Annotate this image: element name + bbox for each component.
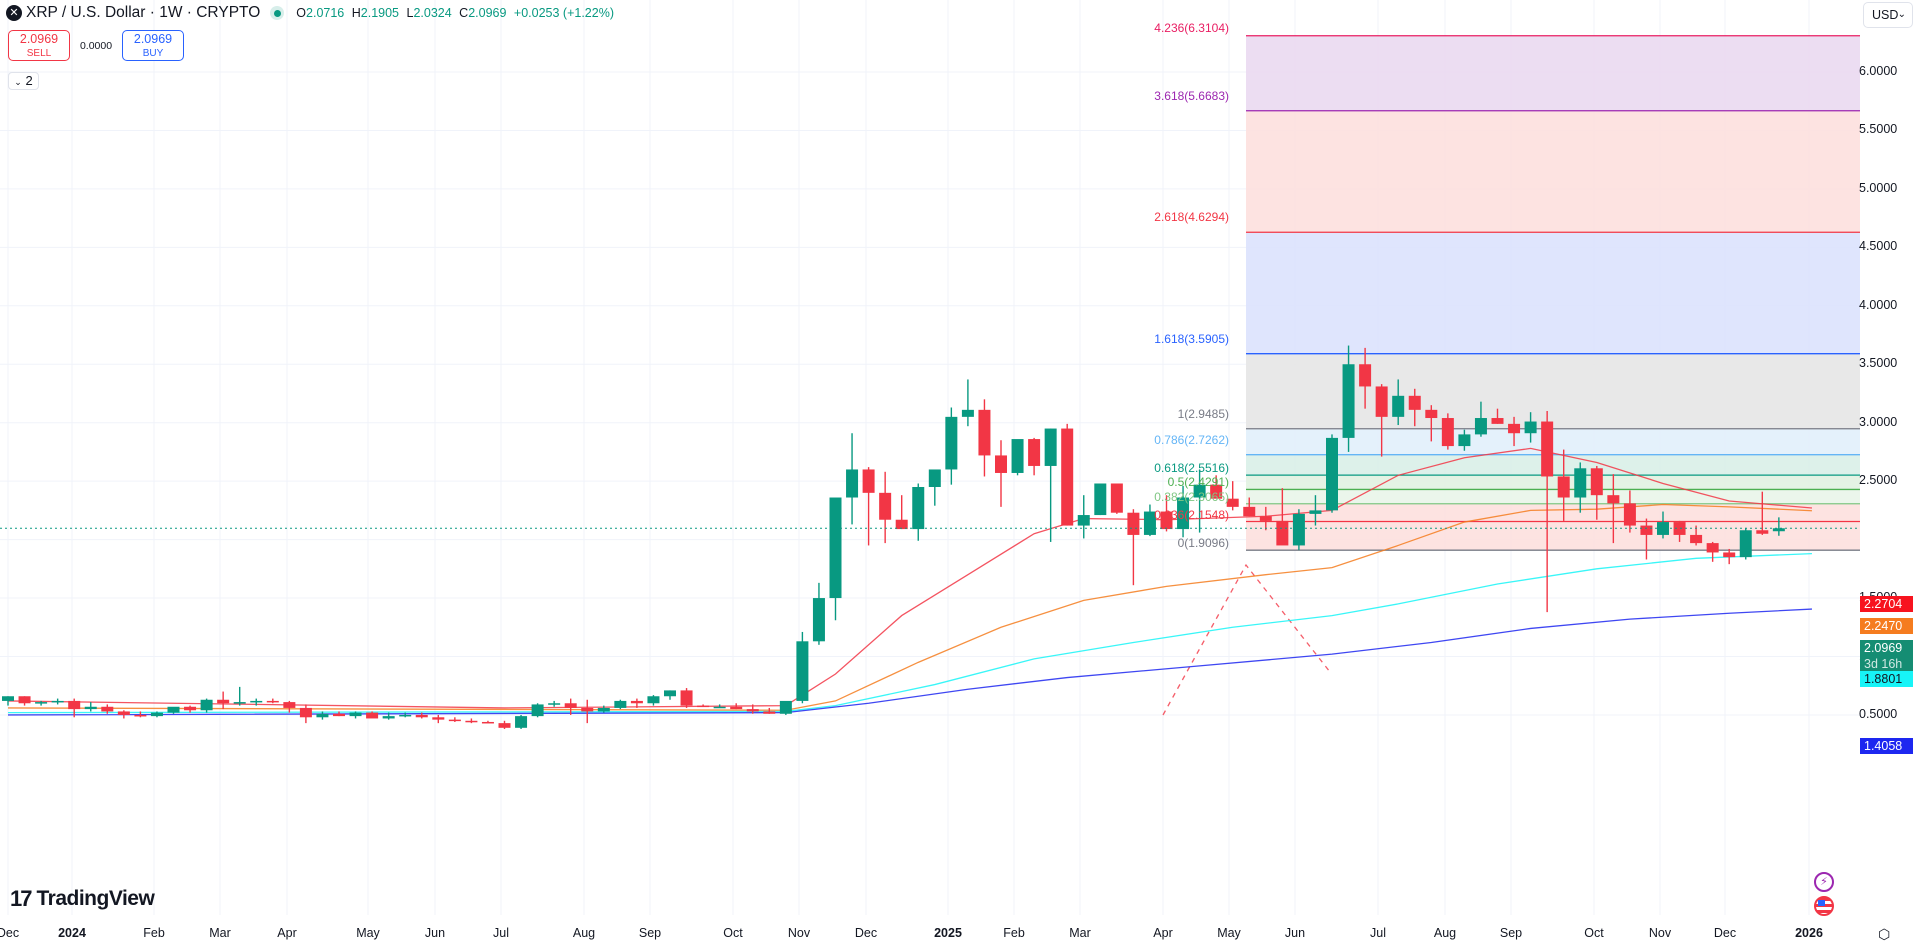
- time-tick: Jun: [1284, 926, 1306, 940]
- xrp-logo-icon[interactable]: ✕: [6, 5, 22, 21]
- time-tick: 2024: [58, 926, 86, 940]
- fib-level-label: 0.5(2.4291): [1167, 475, 1229, 490]
- time-tick: 2025: [934, 926, 962, 940]
- time-tick: Sep: [1499, 926, 1523, 940]
- fib-level-label: 0.236(2.1548): [1154, 507, 1229, 522]
- time-tick: Jul: [1370, 926, 1386, 940]
- price-tick: 6.0000: [1859, 64, 1898, 78]
- price-tick: 4.0000: [1859, 297, 1898, 312]
- time-tick: Apr: [277, 926, 297, 940]
- price-tag: 1.8801: [1860, 671, 1913, 687]
- price-tag: 1.4058: [1860, 738, 1913, 754]
- fib-level-label: 2.618(4.6294): [1154, 210, 1229, 225]
- candlesticks[interactable]: [2, 345, 1785, 729]
- change-value: +0.0253 (+1.22%): [513, 6, 614, 20]
- sell-button[interactable]: 2.0969 SELL: [8, 30, 70, 61]
- time-tick: Oct: [723, 926, 743, 940]
- market-status-icon[interactable]: [270, 6, 285, 20]
- fib-level-label: 0.382(2.3065): [1154, 489, 1229, 504]
- time-tick: Mar: [1069, 926, 1091, 940]
- time-tick: Nov: [787, 926, 811, 940]
- price-tick: 3.5000: [1859, 356, 1898, 371]
- fib-level-label: 0.618(2.5516): [1154, 461, 1229, 476]
- price-tag: 2.2470: [1860, 618, 1913, 634]
- symbol-header: ✕ XRP / U.S. Dollar · 1W · CRYPTO O2.071…: [6, 4, 614, 22]
- fib-level-label: 1.618(3.5905): [1154, 331, 1229, 346]
- low-value: 2.0324: [413, 6, 452, 20]
- time-tick: Nov: [1648, 926, 1672, 940]
- price-tick: 5.5000: [1859, 122, 1898, 137]
- price-tag: 2.2704: [1860, 596, 1913, 612]
- time-tick: Mar: [209, 926, 231, 940]
- time-tick: Oct: [1584, 926, 1604, 940]
- symbol-title[interactable]: XRP / U.S. Dollar · 1W · CRYPTO: [26, 4, 261, 21]
- open-value: 2.0716: [306, 6, 345, 20]
- spread-value: 0.0000: [79, 39, 113, 52]
- ohlc-values: O2.0716 H2.1905 L2.0324 C2.0969 +0.0253 …: [296, 6, 614, 20]
- fib-level-label: 0(1.9096): [1177, 536, 1229, 551]
- time-tick: Aug: [1433, 926, 1457, 940]
- time-tick: Dec: [854, 926, 878, 940]
- price-tag: 2.0969 3d 16h: [1860, 640, 1913, 672]
- high-value: 2.1905: [360, 6, 399, 20]
- time-tick: Aug: [572, 926, 596, 940]
- time-tick: May: [356, 926, 380, 940]
- us-flag-icon[interactable]: [1814, 896, 1834, 916]
- chevron-down-icon: ⌄: [1897, 9, 1906, 20]
- price-tick: 4.5000: [1859, 239, 1898, 254]
- fib-level-label: 3.618(5.6683): [1154, 88, 1229, 103]
- tradingview-logo[interactable]: 17 TradingView: [10, 886, 155, 911]
- time-tick: Apr: [1153, 926, 1173, 940]
- tradingview-mark-icon: 17: [10, 886, 33, 911]
- time-tick: 2026: [1795, 926, 1823, 940]
- indicators-toggle-button[interactable]: ⌄ 2: [8, 72, 39, 90]
- time-tick: Feb: [143, 926, 165, 940]
- trade-panel: 2.0969 SELL 0.0000 2.0969 BUY: [8, 30, 184, 61]
- fib-level-label: 1(2.9485): [1177, 406, 1229, 421]
- chevron-down-icon: ⌄: [14, 77, 22, 87]
- price-tick: 3.0000: [1859, 414, 1898, 429]
- time-tick: Sep: [638, 926, 662, 940]
- time-tick: Jul: [493, 926, 509, 940]
- time-tick: Dec: [1713, 926, 1737, 940]
- price-tick: 0.5000: [1859, 706, 1898, 721]
- moving-averages: [7, 447, 1813, 716]
- buy-button[interactable]: 2.0969 BUY: [122, 30, 184, 61]
- close-value: 2.0969: [468, 6, 507, 20]
- time-tick: Dec: [0, 926, 20, 940]
- lightning-event-icon[interactable]: ⚡: [1814, 872, 1834, 892]
- time-tick: Jun: [424, 926, 446, 940]
- price-tick: 5.0000: [1859, 180, 1898, 195]
- fib-level-label: 4.236(6.3104): [1154, 21, 1229, 35]
- settings-icon[interactable]: ⬡: [1878, 926, 1891, 942]
- fib-level-label: 0.786(2.7262): [1154, 432, 1229, 447]
- time-tick: Feb: [1003, 926, 1025, 940]
- price-tick: 2.5000: [1859, 473, 1898, 488]
- currency-select[interactable]: USD ⌄: [1863, 2, 1913, 28]
- time-tick: May: [1217, 926, 1241, 940]
